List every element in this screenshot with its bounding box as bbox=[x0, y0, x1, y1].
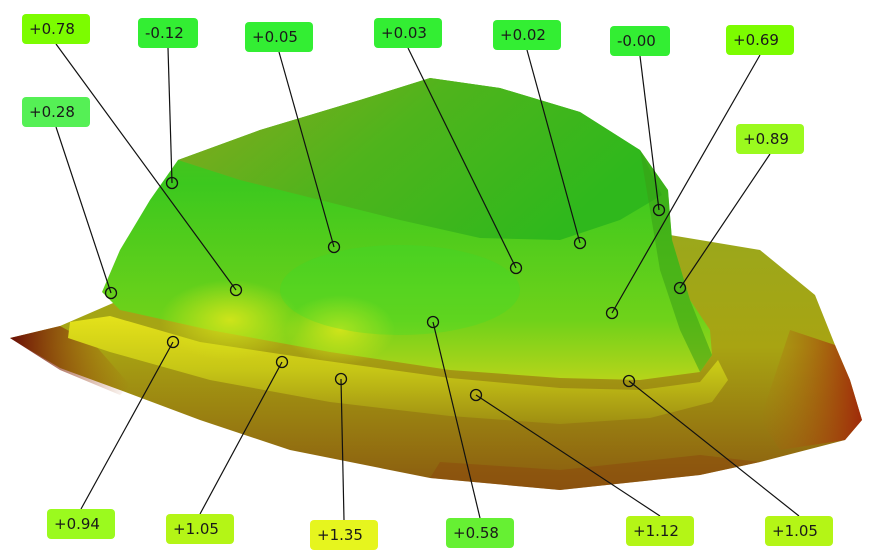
leader-line-a3 bbox=[278, 51, 335, 248]
deviation-label-a15[interactable]: +1.05 bbox=[765, 516, 833, 546]
measurement-point-a10[interactable] bbox=[166, 335, 180, 349]
deviation-label-a12[interactable]: +1.35 bbox=[310, 520, 378, 550]
deviation-label-a1[interactable]: +0.78 bbox=[22, 14, 90, 44]
rim-band bbox=[68, 316, 728, 424]
leader-line-a4 bbox=[407, 47, 517, 269]
dome-cap bbox=[178, 78, 662, 240]
leader-line-a6 bbox=[639, 55, 660, 211]
measurement-point-a11[interactable] bbox=[275, 355, 289, 369]
measurement-point-a3[interactable] bbox=[327, 240, 341, 254]
yellow-highlight-left bbox=[160, 280, 300, 360]
leader-line-a12 bbox=[340, 378, 345, 521]
deviation-label-a3[interactable]: +0.05 bbox=[245, 22, 313, 52]
measurement-point-a15[interactable] bbox=[622, 374, 636, 388]
measurement-point-a5[interactable] bbox=[573, 236, 587, 250]
deviation-label-a11[interactable]: +1.05 bbox=[166, 514, 234, 544]
leader-line-a11 bbox=[199, 361, 283, 515]
leader-line-a7 bbox=[611, 54, 761, 314]
deviation-label-a9[interactable]: +0.89 bbox=[736, 124, 804, 154]
deviation-label-a8[interactable]: +0.28 bbox=[22, 97, 90, 127]
leader-line-a9 bbox=[679, 153, 771, 289]
measurement-point-a9[interactable] bbox=[673, 281, 687, 295]
measurement-point-a1[interactable] bbox=[229, 283, 243, 297]
leader-line-a2 bbox=[167, 47, 173, 184]
measurement-point-a8[interactable] bbox=[104, 286, 118, 300]
base-bottom-dark bbox=[430, 455, 760, 490]
measurement-point-a2[interactable] bbox=[165, 176, 179, 190]
deviation-label-a5[interactable]: +0.02 bbox=[493, 20, 561, 50]
leader-line-a14 bbox=[475, 394, 661, 517]
bright-green-center bbox=[280, 245, 520, 335]
measurement-point-a12[interactable] bbox=[334, 372, 348, 386]
yellow-highlight-center bbox=[285, 295, 395, 365]
leader-line-a15 bbox=[628, 380, 800, 517]
measurement-point-a13[interactable] bbox=[426, 315, 440, 329]
deviation-label-a13[interactable]: +0.58 bbox=[446, 518, 514, 548]
deviation-label-a4[interactable]: +0.03 bbox=[374, 18, 442, 48]
measurement-point-a6[interactable] bbox=[652, 203, 666, 217]
measurement-point-a4[interactable] bbox=[509, 261, 523, 275]
deviation-label-a2[interactable]: -0.12 bbox=[138, 18, 198, 48]
leader-line-a1 bbox=[55, 43, 237, 291]
deviation-label-a10[interactable]: +0.94 bbox=[47, 509, 115, 539]
deviation-label-a7[interactable]: +0.69 bbox=[726, 25, 794, 55]
leader-line-a5 bbox=[526, 49, 581, 244]
measurement-point-a14[interactable] bbox=[469, 388, 483, 402]
measurement-point-a7[interactable] bbox=[605, 306, 619, 320]
leader-line-a8 bbox=[55, 126, 112, 294]
leader-line-a10 bbox=[80, 341, 174, 510]
deviation-label-a14[interactable]: +1.12 bbox=[626, 516, 694, 546]
leader-line-a13 bbox=[432, 321, 481, 519]
base-left-red bbox=[10, 326, 130, 395]
deviation-label-a6[interactable]: -0.00 bbox=[610, 26, 670, 56]
base-right-red bbox=[760, 330, 862, 450]
